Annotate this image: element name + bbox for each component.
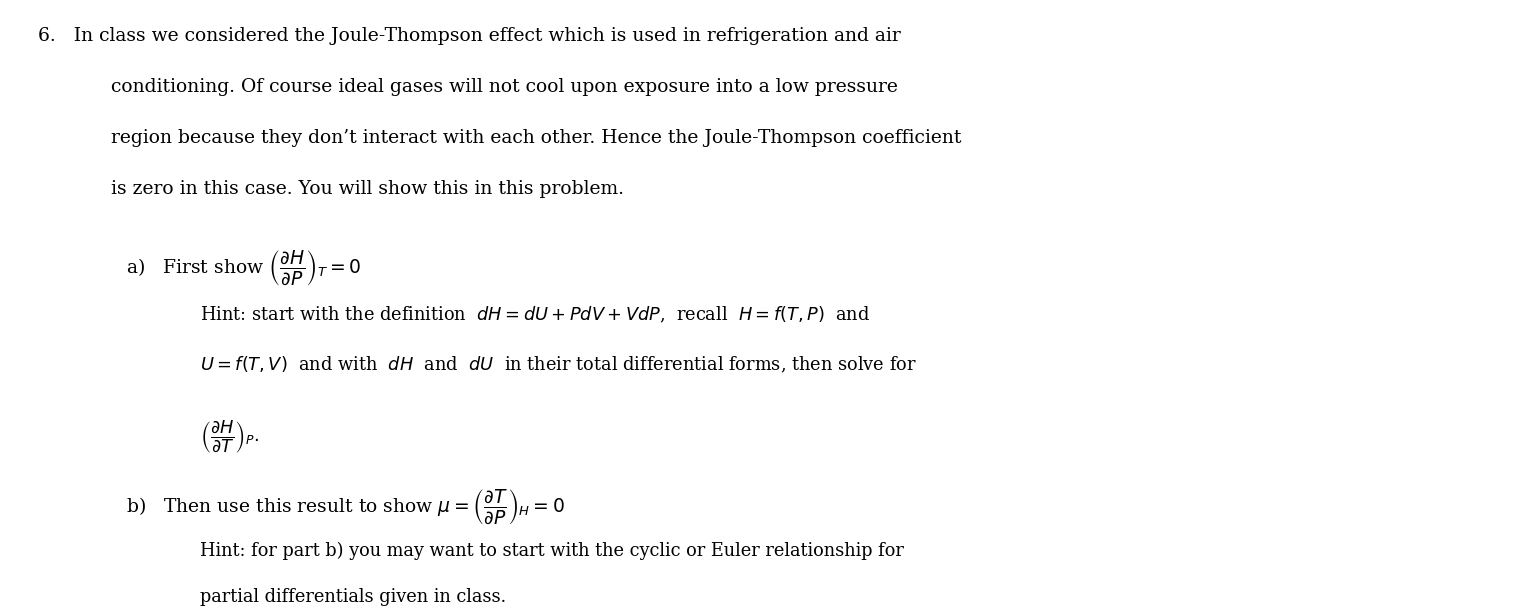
- Text: region because they don’t interact with each other. Hence the Joule-Thompson coe: region because they don’t interact with …: [111, 129, 961, 147]
- Text: is zero in this case. You will show this in this problem.: is zero in this case. You will show this…: [111, 179, 624, 198]
- Text: $U = f(T, V)$  and with  $dH$  and  $dU$  in their total differential forms, the: $U = f(T, V)$ and with $dH$ and $dU$ in …: [200, 354, 917, 375]
- Text: $\left(\dfrac{\partial H}{\partial T}\right)_{P}.$: $\left(\dfrac{\partial H}{\partial T}\ri…: [200, 419, 258, 456]
- Text: a)   First show $\left(\dfrac{\partial H}{\partial P}\right)_{T} = 0$: a) First show $\left(\dfrac{\partial H}{…: [126, 248, 361, 287]
- Text: partial differentials given in class.: partial differentials given in class.: [200, 588, 506, 606]
- Text: 6.   In class we considered the Joule-Thompson effect which is used in refrigera: 6. In class we considered the Joule-Thom…: [38, 27, 901, 45]
- Text: Hint: for part b) you may want to start with the cyclic or Euler relationship fo: Hint: for part b) you may want to start …: [200, 542, 904, 560]
- Text: conditioning. Of course ideal gases will not cool upon exposure into a low press: conditioning. Of course ideal gases will…: [111, 78, 898, 96]
- Text: b)   Then use this result to show $\mu = \left(\dfrac{\partial T}{\partial P}\ri: b) Then use this result to show $\mu = \…: [126, 488, 564, 527]
- Text: Hint: start with the definition  $dH = dU + PdV + VdP$,  recall  $H = f(T, P)$  : Hint: start with the definition $dH = dU…: [200, 305, 871, 325]
